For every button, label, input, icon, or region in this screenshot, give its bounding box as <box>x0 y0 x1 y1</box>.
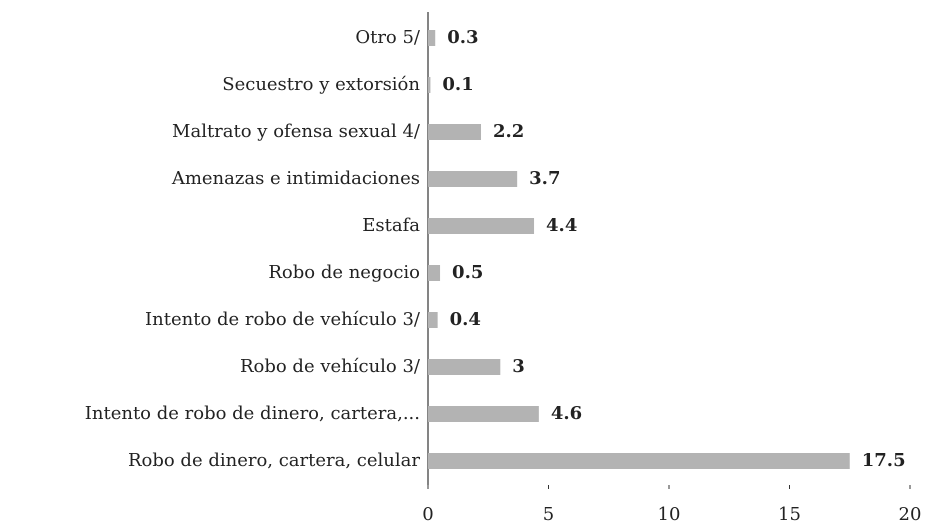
y-tick-label: Robo de vehículo 3/ <box>240 356 421 377</box>
bar <box>428 359 501 375</box>
value-label: 17.5 <box>862 450 906 471</box>
value-label: 3.7 <box>529 168 560 189</box>
value-label: 2.2 <box>493 121 524 142</box>
y-tick-label: Intento de robo de dinero, cartera,... <box>85 403 420 424</box>
x-tick-label: 10 <box>658 504 681 525</box>
y-tick-label: Robo de negocio <box>268 262 420 283</box>
value-label: 4.4 <box>546 215 577 236</box>
value-label: 0.5 <box>452 262 483 283</box>
value-label: 0.1 <box>442 74 473 95</box>
y-tick-label: Secuestro y extorsión <box>222 74 420 95</box>
x-tick-label: 15 <box>778 504 801 525</box>
bar <box>428 77 431 93</box>
bar <box>428 453 850 469</box>
x-tick-label: 5 <box>543 504 554 525</box>
value-label: 0.3 <box>447 27 478 48</box>
value-label: 4.6 <box>551 403 582 424</box>
bar <box>428 218 535 234</box>
bar <box>428 124 482 140</box>
value-label: 0.4 <box>450 309 481 330</box>
y-tick-label: Robo de dinero, cartera, celular <box>128 450 420 471</box>
bar <box>428 171 518 187</box>
y-tick-label: Otro 5/ <box>355 27 421 48</box>
bar <box>428 312 438 328</box>
x-tick-label: 0 <box>422 504 433 525</box>
y-tick-label: Estafa <box>362 215 420 236</box>
value-label: 3 <box>512 356 525 377</box>
bar <box>428 265 441 281</box>
y-tick-label: Amenazas e intimidaciones <box>171 168 420 189</box>
y-tick-label: Maltrato y ofensa sexual 4/ <box>172 121 421 142</box>
bar <box>428 406 539 422</box>
x-tick-label: 20 <box>899 504 922 525</box>
y-tick-label: Intento de robo de vehículo 3/ <box>145 309 421 330</box>
bar <box>428 30 436 46</box>
